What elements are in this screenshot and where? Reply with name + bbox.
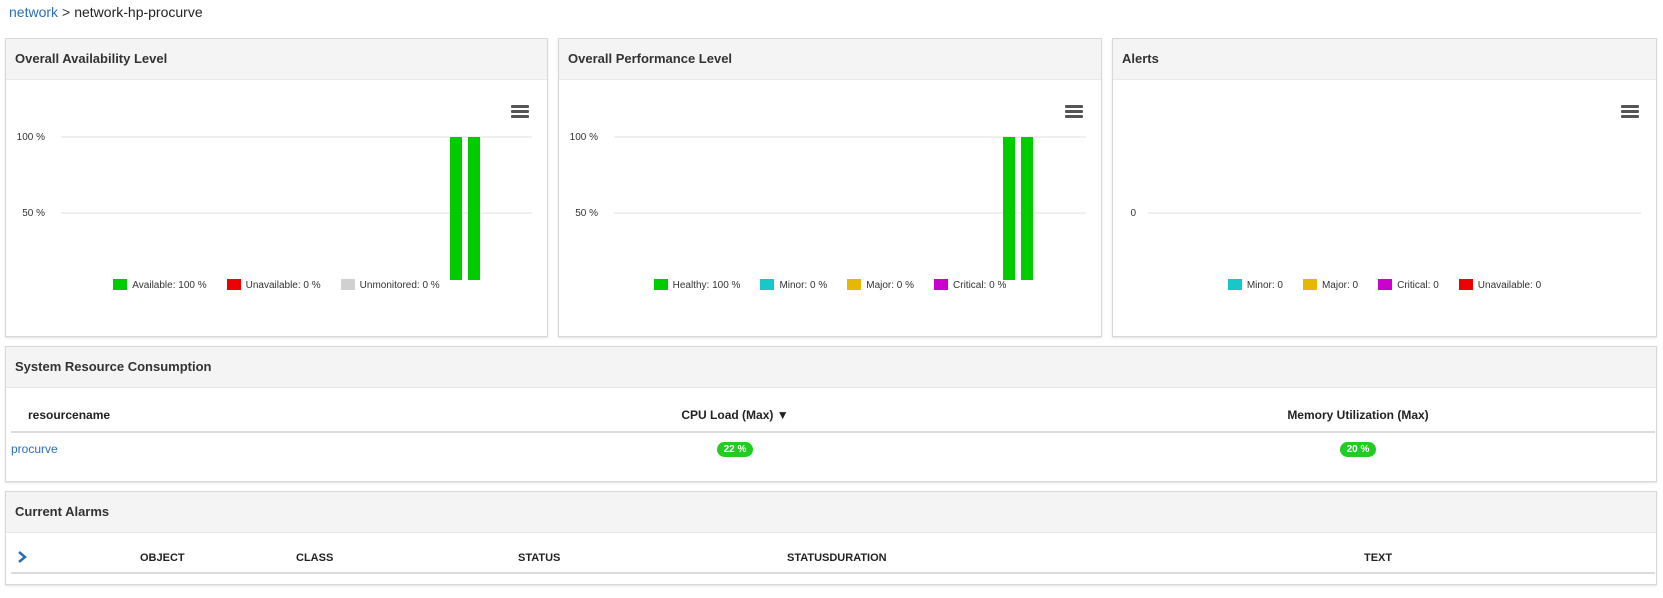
y-tick-label: 100 % <box>570 132 598 143</box>
y-tick-label: 0 <box>1130 208 1136 219</box>
alerts-panel-title: Alerts <box>1113 39 1656 80</box>
legend-item[interactable]: Major: 0 <box>1302 279 1359 291</box>
legend-label: Major: 0 <box>1321 280 1359 291</box>
legend-item[interactable]: Minor: 0 <box>1227 279 1283 291</box>
column-header-class[interactable]: CLASS <box>286 544 517 574</box>
performance-panel-title: Overall Performance Level <box>559 39 1101 80</box>
legend-label: Unavailable: 0 % <box>245 280 321 291</box>
legend-label: Critical: 0 % <box>953 280 1007 291</box>
column-header-object[interactable]: OBJECT <box>58 544 286 574</box>
y-tick-label: 100 % <box>17 132 45 143</box>
column-header-cpu-label: CPU Load (Max) <box>681 408 774 422</box>
legend-item[interactable]: Unavailable: 0 <box>1458 279 1542 291</box>
breadcrumb: network > network-hp-procurve <box>9 4 203 20</box>
y-tick-label: 50 % <box>575 208 598 219</box>
legend-item[interactable]: Healthy: 100 % <box>653 279 741 291</box>
cpu-load-badge: 22 % <box>716 442 754 457</box>
legend-swatch <box>1227 279 1242 290</box>
legend-swatch <box>653 279 668 290</box>
chart-bar <box>450 137 462 280</box>
alarms-panel-title: Current Alarms <box>6 492 1656 533</box>
legend-label: Critical: 0 <box>1397 280 1439 291</box>
legend-swatch <box>847 279 862 290</box>
alerts-chart: 006:0008:0010:00 <box>1130 208 1641 219</box>
column-header-text[interactable]: TEXT <box>1363 544 1655 574</box>
alerts-legend: Minor: 0 Major: 0 Critical: 0 Unavailable: … <box>1113 279 1656 291</box>
legend-item[interactable]: Available: 100 % <box>113 279 207 291</box>
legend-swatch <box>1458 279 1473 290</box>
resource-table: resourcename CPU Load (Max) ▼ Memory Uti… <box>11 399 1655 465</box>
alerts-panel: Alerts 006:0008:0010:00 Minor: 0 Major: 0… <box>1112 38 1657 337</box>
legend-swatch <box>340 279 355 290</box>
column-header-cpu-load[interactable]: CPU Load (Max) ▼ <box>409 399 1061 433</box>
legend-label: Unmonitored: 0 % <box>359 280 440 291</box>
breadcrumb-current: network-hp-procurve <box>74 4 203 20</box>
legend-swatch <box>760 279 775 290</box>
legend-item[interactable]: Major: 0 % <box>847 279 914 291</box>
legend-swatch <box>226 279 241 290</box>
chart-bar <box>1003 137 1015 280</box>
legend-item[interactable]: Unavailable: 0 % <box>226 279 321 291</box>
availability-panel-title: Overall Availability Level <box>6 39 547 80</box>
chart-menu-icon[interactable] <box>1065 105 1083 119</box>
chevron-right-icon[interactable] <box>17 550 27 563</box>
expand-column <box>11 544 58 574</box>
column-header-status[interactable]: STATUS <box>517 544 786 574</box>
legend-swatch <box>113 279 128 290</box>
resource-panel: System Resource Consumption resourcename… <box>5 346 1657 482</box>
chart-menu-icon[interactable] <box>1621 105 1639 119</box>
table-row: procurve 22 % 20 % <box>11 432 1655 465</box>
legend-swatch <box>934 279 949 290</box>
performance-chart: 100 %50 %0 %06:0008:0010:00 <box>570 132 1086 280</box>
memory-utilization-badge: 20 % <box>1339 442 1377 457</box>
chart-bar <box>468 137 480 280</box>
chart-bar <box>1021 137 1033 280</box>
resource-link[interactable]: procurve <box>11 442 58 456</box>
legend-item[interactable]: Critical: 0 % <box>934 279 1006 291</box>
legend-label: Unavailable: 0 <box>1477 280 1542 291</box>
availability-legend: Available: 100 % Unavailable: 0 % Unmonito… <box>6 279 547 291</box>
column-header-statusduration[interactable]: STATUSDURATION <box>786 544 1363 574</box>
breadcrumb-separator: > <box>62 4 71 20</box>
performance-legend: Healthy: 100 % Minor: 0 % Major: 0 % Critic… <box>559 279 1101 291</box>
legend-label: Major: 0 % <box>866 280 915 291</box>
chart-menu-icon[interactable] <box>511 105 529 119</box>
legend-label: Minor: 0 <box>1246 280 1283 291</box>
sort-desc-icon: ▼ <box>776 408 789 422</box>
availability-panel: Overall Availability Level 100 %50 %0 %0… <box>5 38 548 337</box>
legend-item[interactable]: Minor: 0 % <box>760 279 827 291</box>
column-header-memory[interactable]: Memory Utilization (Max) <box>1061 399 1655 433</box>
resource-panel-title: System Resource Consumption <box>6 347 1656 388</box>
breadcrumb-network-link[interactable]: network <box>9 4 59 20</box>
legend-label: Minor: 0 % <box>779 280 828 291</box>
legend-swatch <box>1302 279 1317 290</box>
alarms-table: OBJECT CLASS STATUS STATUSDURATION TEXT <box>11 544 1655 574</box>
availability-chart: 100 %50 %0 %06:0008:0010:00 <box>17 132 532 280</box>
y-tick-label: 50 % <box>22 208 45 219</box>
legend-label: Available: 100 % <box>132 280 207 291</box>
legend-label: Healthy: 100 % <box>672 280 741 291</box>
legend-item[interactable]: Unmonitored: 0 % <box>340 279 440 291</box>
alarms-panel: Current Alarms OBJECT CLASS STATUS STATU… <box>5 491 1657 585</box>
legend-swatch <box>1378 279 1393 290</box>
performance-panel: Overall Performance Level 100 %50 %0 %06… <box>558 38 1102 337</box>
legend-item[interactable]: Critical: 0 <box>1378 279 1439 291</box>
column-header-resourcename[interactable]: resourcename <box>11 399 409 433</box>
